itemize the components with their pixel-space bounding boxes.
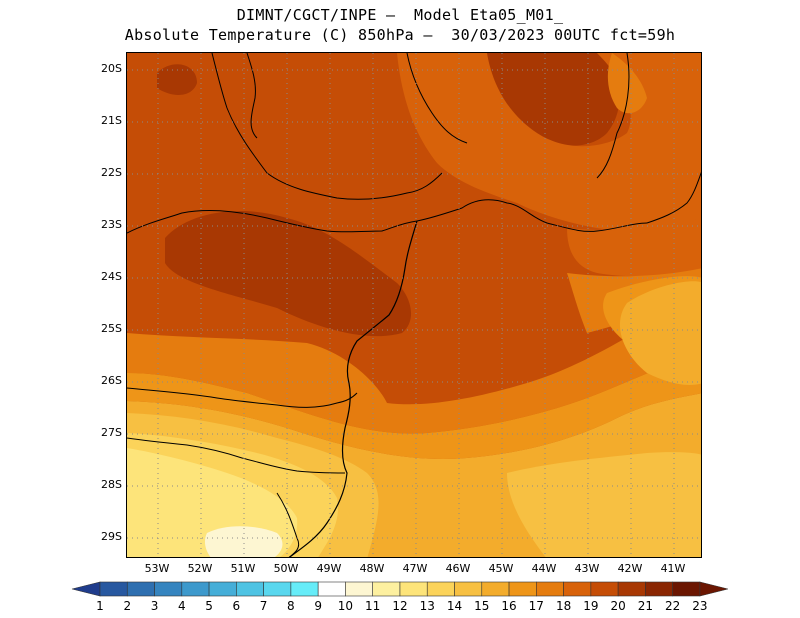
colorbar-swatch bbox=[454, 581, 483, 597]
colorbar-swatch bbox=[645, 581, 673, 597]
colorbar-tick-label: 21 bbox=[637, 599, 654, 613]
coastline-south bbox=[288, 220, 418, 557]
colorbar-swatch bbox=[672, 581, 701, 597]
colorbar-tick-label: 5 bbox=[205, 599, 213, 613]
coastline-sp-rj bbox=[416, 199, 648, 232]
lat-label-29s: 29S bbox=[101, 530, 122, 543]
field-20-21-nw bbox=[157, 64, 197, 95]
lon-label-45w: 45W bbox=[488, 562, 514, 575]
colorbar-swatch bbox=[372, 581, 401, 597]
colorbar-tick-label: 19 bbox=[583, 599, 599, 613]
colorbar-swatch bbox=[181, 581, 210, 597]
colorbar-swatch bbox=[99, 581, 128, 597]
colorbar-tick-label: 3 bbox=[150, 599, 159, 613]
lon-label-49w: 49W bbox=[316, 562, 342, 575]
state-border-ms-sp bbox=[211, 53, 443, 200]
colorbar-swatch bbox=[345, 581, 373, 597]
lon-label-44w: 44W bbox=[531, 562, 557, 575]
map-title-line-2: Absolute Temperature (C) 850hPa – 30/03/… bbox=[124, 26, 676, 44]
colorbar-swatch bbox=[263, 581, 292, 597]
temperature-field-svg bbox=[127, 53, 701, 557]
colorbar-tick-label: 9 bbox=[314, 599, 322, 613]
state-border-pr-sc bbox=[127, 387, 358, 408]
map-title-line-1: DIMNT/CGCT/INPE – Model Eta05_M01_ bbox=[236, 6, 564, 24]
lat-label-25s: 25S bbox=[101, 322, 122, 335]
colorbar-swatch bbox=[236, 581, 264, 597]
field-18-19-northeast bbox=[397, 53, 701, 232]
colorbar-tick-label: 10 bbox=[337, 599, 354, 613]
colorbar-tick-label: 18 bbox=[555, 599, 572, 613]
colorbar-tick-label: 23 bbox=[692, 599, 708, 613]
colorbar-tick-label: 2 bbox=[123, 599, 132, 613]
field-17-18-ne-patch bbox=[607, 53, 647, 114]
lat-label-21s: 21S bbox=[101, 114, 122, 127]
colorbar-tick-label: 16 bbox=[501, 599, 517, 613]
lat-label-28s: 28S bbox=[101, 478, 122, 491]
lat-label-20s: 20S bbox=[101, 62, 122, 75]
field-16-17-band bbox=[127, 353, 701, 459]
field-11-12-patch bbox=[204, 526, 283, 557]
colorbar-tick-label: 14 bbox=[446, 599, 463, 613]
lat-label-26s: 26S bbox=[101, 374, 122, 387]
coastline-es bbox=[646, 171, 701, 224]
colorbar-tick-label: 7 bbox=[259, 599, 268, 613]
colorbar-tick-label: 15 bbox=[474, 599, 490, 613]
state-border-go-mg bbox=[246, 53, 258, 139]
colorbar-swatch bbox=[399, 581, 428, 597]
colorbar-tick-label: 20 bbox=[610, 599, 626, 613]
lon-label-43w: 43W bbox=[574, 562, 600, 575]
colorbar-arrow-low bbox=[71, 581, 101, 597]
state-border-sc-rs bbox=[127, 437, 346, 474]
state-border-ms-pr bbox=[127, 210, 418, 234]
colorbar-swatch bbox=[290, 581, 319, 597]
colorbar-swatch bbox=[208, 581, 237, 597]
colorbar-swatch bbox=[481, 581, 510, 597]
colorbar-tick-label: 12 bbox=[392, 599, 408, 613]
field-20-21-west bbox=[165, 210, 412, 337]
colorbar-swatch bbox=[536, 581, 564, 597]
lon-label-52w: 52W bbox=[187, 562, 213, 575]
temperature-colorbar bbox=[71, 581, 729, 597]
graticule bbox=[127, 53, 701, 557]
field-14-15-southeast bbox=[507, 452, 701, 557]
colorbar-tick-label: 13 bbox=[419, 599, 435, 613]
colorbar-tick-label: 4 bbox=[177, 599, 186, 613]
lat-label-24s: 24S bbox=[101, 270, 122, 283]
colorbar-swatch bbox=[317, 581, 346, 597]
colorbar-tick-label: 11 bbox=[365, 599, 381, 613]
lat-label-22s: 22S bbox=[101, 166, 122, 179]
lon-label-46w: 46W bbox=[445, 562, 471, 575]
colorbar-swatch bbox=[126, 581, 155, 597]
lat-label-23s: 23S bbox=[101, 218, 122, 231]
field-15-16-offshore bbox=[619, 281, 701, 385]
colorbar-arrow-high bbox=[699, 581, 729, 597]
lon-label-47w: 47W bbox=[402, 562, 428, 575]
colorbar-tick-label: 1 bbox=[96, 599, 104, 613]
lon-label-53w: 53W bbox=[144, 562, 170, 575]
temperature-map bbox=[126, 52, 702, 558]
colorbar-swatch bbox=[508, 581, 537, 597]
lon-label-41w: 41W bbox=[660, 562, 686, 575]
colorbar-tick-label: 22 bbox=[665, 599, 681, 613]
colorbar-tick-label: 8 bbox=[287, 599, 295, 613]
lon-label-50w: 50W bbox=[273, 562, 299, 575]
lat-label-27s: 27S bbox=[101, 426, 122, 439]
colorbar-tick-label: 6 bbox=[232, 599, 241, 613]
field-18-19-coast bbox=[567, 218, 701, 277]
colorbar-swatch bbox=[154, 581, 183, 597]
colorbar-swatch bbox=[617, 581, 646, 597]
colorbar-swatch bbox=[426, 581, 455, 597]
field-17-18-band bbox=[127, 287, 701, 434]
state-border-mg-es bbox=[596, 53, 630, 179]
colorbar-swatch bbox=[563, 581, 592, 597]
lon-label-48w: 48W bbox=[359, 562, 385, 575]
colorbar-tick-label: 17 bbox=[528, 599, 544, 613]
colorbar-swatch bbox=[590, 581, 619, 597]
state-border-mg-sp bbox=[406, 53, 468, 144]
lon-label-51w: 51W bbox=[230, 562, 256, 575]
lon-label-42w: 42W bbox=[617, 562, 643, 575]
